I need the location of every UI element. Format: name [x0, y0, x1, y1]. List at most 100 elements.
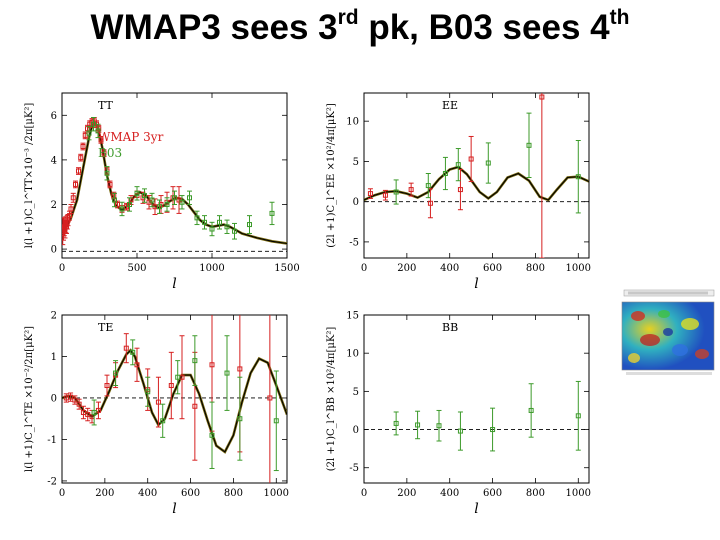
tt-legend-wmap: WMAP 3yr — [98, 130, 164, 144]
ee-panel: 0 200 400 600 800 1000 -5 0 5 10 l (2l +1)C_l^EE ×1… — [326, 92, 591, 292]
tt-b03-data-point — [172, 195, 177, 201]
te-y-axis-label: l(l +1)C_l^TE ×10⁻²/2π[μK²] — [24, 326, 35, 472]
te-xtick-label: 800 — [224, 488, 243, 499]
bb-ytick-label: 5 — [353, 387, 359, 398]
tt-xtick-label: 0 — [59, 263, 65, 274]
tt-b03-data-point — [269, 210, 275, 216]
tt-b03-data-point — [142, 193, 147, 199]
te-ytick-label: 0 — [51, 393, 57, 404]
tt-b03-data-point — [112, 197, 117, 203]
bb-x-axis-label: l — [474, 501, 478, 517]
te-wmap-data-point — [209, 362, 215, 368]
tt-b03-data-point — [217, 219, 222, 225]
bb-b03-data-point — [490, 427, 496, 433]
te-ytick-label: 1 — [51, 352, 57, 363]
te-panel: 0 200 400 600 800 1000 -2 -1 0 1 2 l l(l +1)C_l^TE ×… — [24, 311, 289, 518]
ee-plot-frame — [363, 92, 590, 259]
tt-xtick-label: 1500 — [274, 263, 299, 274]
te-wmap-data-point — [237, 366, 243, 372]
ee-wmap-data-point — [408, 187, 414, 193]
ee-xtick-label: 200 — [397, 263, 416, 274]
tt-model-curve — [62, 122, 287, 245]
te-plot-area — [62, 315, 287, 483]
te-b03-data-point — [91, 409, 97, 415]
bb-b03-data-point — [415, 422, 421, 428]
tt-plot-area — [62, 117, 287, 246]
bb-plot-frame — [363, 314, 590, 484]
tt-b03-data-point — [209, 226, 215, 232]
te-x-axis-label: l — [172, 501, 176, 517]
ee-b03-data-point — [425, 183, 431, 189]
te-b03-data-point — [192, 358, 198, 364]
bb-xtick-label: 600 — [483, 488, 502, 499]
tt-wmap-data-point — [78, 155, 84, 161]
te-wmap-data-point — [168, 383, 174, 389]
tt-b03-data-point — [194, 215, 200, 221]
te-b03-data-point — [113, 370, 119, 376]
ee-b03-data-point — [393, 189, 399, 195]
bb-ytick-label: -5 — [349, 463, 359, 474]
ee-ytick-label: -5 — [349, 237, 359, 248]
te-model-curve-halo — [62, 348, 287, 454]
te-b03-data-point — [160, 418, 166, 424]
te-wmap-data-point — [72, 397, 78, 403]
tt-b03-data-point — [247, 222, 252, 228]
bb-b03-data-point — [436, 423, 442, 429]
bb-ytick-label: 10 — [346, 349, 359, 360]
tt-wmap-data-point — [68, 206, 74, 212]
tt-x-axis-label: l — [172, 276, 176, 292]
slide-title: WMAP3 sees 3rd pk, B03 sees 4th — [90, 6, 630, 47]
ee-wmap-data-point — [457, 187, 463, 193]
tt-wmap-data-point — [115, 201, 120, 207]
tt-wmap-data-point — [80, 144, 86, 150]
ee-y-axis-label: (2l +1)C_l^EE ×10²/4π[μK²] — [326, 103, 337, 248]
te-wmap-data-point — [104, 383, 110, 389]
bb-xtick-label: 0 — [361, 488, 367, 499]
te-xtick-label: 400 — [138, 488, 157, 499]
te-ytick-label: -2 — [47, 476, 57, 487]
bb-y-axis-label: (2l +1)C_l^BB ×10²/4π[μK²] — [326, 327, 337, 472]
tt-wmap-data-point — [101, 150, 107, 156]
te-b03-data-point — [273, 418, 279, 424]
bb-xtick-label: 400 — [440, 488, 459, 499]
tt-b03-data-point — [179, 199, 185, 205]
cmb-sky-map-icon — [621, 289, 715, 375]
ee-b03-data-point — [575, 174, 581, 180]
ee-b03-data-point — [455, 162, 461, 168]
te-wmap-data-point — [68, 394, 74, 400]
tt-ytick-label: 2 — [51, 200, 57, 211]
bb-panel-label: BB — [442, 321, 458, 334]
bb-b03-data-point — [575, 413, 581, 419]
bb-plot-area — [393, 380, 581, 452]
te-b03-data-point — [130, 349, 136, 355]
ee-ytick-label: 0 — [353, 197, 359, 208]
tt-model-curve-halo — [62, 120, 287, 245]
tt-panel: 0 500 1000 1500 0 2 4 6 l l(l +1)C_l^TT×10⁻³ /2π[… — [24, 92, 300, 292]
bb-xtick-label: 200 — [397, 488, 416, 499]
te-b03-data-point — [209, 432, 215, 438]
bb-xtick-label: 800 — [526, 488, 545, 499]
ee-plot-area — [364, 93, 589, 258]
tt-b03-data-point — [224, 224, 230, 230]
ee-xtick-label: 400 — [440, 263, 459, 274]
tt-b03-data-point — [86, 130, 92, 136]
bb-panel: 0 200 400 600 800 1000 -5 0 5 10 15 l (2l +1)C_l^BB … — [326, 311, 591, 518]
bb-b03-data-point — [528, 407, 534, 413]
ee-b03-data-point — [442, 170, 448, 176]
tt-b03-data-point — [187, 195, 192, 201]
tt-ytick-label: 6 — [51, 111, 57, 122]
te-wmap-data-point — [267, 395, 273, 401]
tt-b03-data-point — [119, 206, 125, 212]
ee-wmap-data-point — [539, 94, 545, 100]
bb-b03-data-point — [393, 420, 399, 426]
tt-y-axis-label: l(l +1)C_l^TT×10⁻³ /2π[μK²] — [24, 103, 35, 249]
ee-x-axis-label: l — [474, 276, 478, 292]
tt-b03-data-point — [164, 201, 170, 207]
tt-plot-frame — [61, 92, 288, 259]
ee-panel-label: EE — [442, 99, 458, 112]
bb-ytick-label: 0 — [353, 425, 359, 436]
ee-xtick-label: 1000 — [566, 263, 591, 274]
te-b03-data-point — [145, 389, 151, 395]
tt-b03-data-point — [134, 190, 140, 196]
tt-xtick-label: 500 — [127, 263, 146, 274]
